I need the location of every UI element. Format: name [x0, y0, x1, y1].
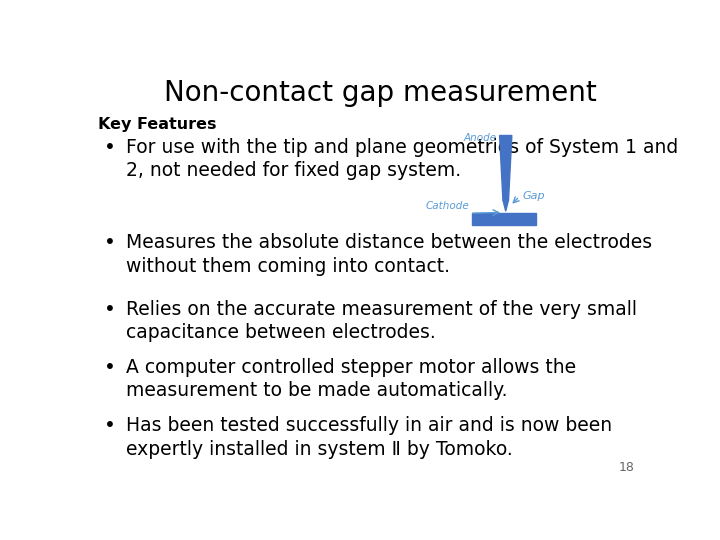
- Text: For use with the tip and plane geometries of System 1 and
2, not needed for fixe: For use with the tip and plane geometrie…: [126, 138, 678, 180]
- Text: •: •: [104, 138, 116, 157]
- Bar: [472, 213, 536, 225]
- Text: •: •: [104, 300, 116, 319]
- Text: A computer controlled stepper motor allows the
measurement to be made automatica: A computer controlled stepper motor allo…: [126, 358, 577, 401]
- Text: Anode: Anode: [464, 133, 497, 144]
- Text: Gap: Gap: [523, 191, 545, 200]
- Polygon shape: [500, 136, 512, 200]
- Text: •: •: [104, 358, 116, 377]
- Text: •: •: [104, 416, 116, 435]
- Text: Key Features: Key Features: [99, 117, 217, 132]
- Text: •: •: [104, 233, 116, 252]
- Text: Has been tested successfully in air and is now been
expertly installed in system: Has been tested successfully in air and …: [126, 416, 613, 458]
- Text: Measures the absolute distance between the electrodes
without them coming into c: Measures the absolute distance between t…: [126, 233, 652, 276]
- Text: Relies on the accurate measurement of the very small
capacitance between electro: Relies on the accurate measurement of th…: [126, 300, 637, 342]
- Text: 18: 18: [618, 461, 634, 474]
- Polygon shape: [503, 200, 508, 211]
- Text: Non-contact gap measurement: Non-contact gap measurement: [163, 79, 597, 107]
- Text: Cathode: Cathode: [426, 201, 469, 211]
